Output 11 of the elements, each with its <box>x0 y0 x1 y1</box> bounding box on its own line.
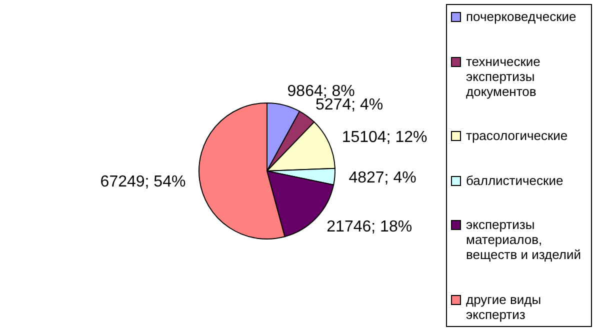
data-label: 67249; 54% <box>100 173 186 190</box>
legend-label: другие виды экспертиз <box>466 292 542 322</box>
data-label: 4827; 4% <box>348 169 416 186</box>
data-label: 5274; 4% <box>316 96 384 114</box>
legend-label: экспертизы материалов, веществ и изделий <box>466 217 582 262</box>
legend-label: технические экспертизы документов <box>466 54 542 99</box>
legend-label: почерковедческие <box>466 9 576 24</box>
legend-label: трасологические <box>466 128 568 144</box>
data-label: 15104; 12% <box>342 128 428 146</box>
data-label: 21746; 18% <box>326 218 412 236</box>
legend-label: баллистические <box>466 172 564 188</box>
